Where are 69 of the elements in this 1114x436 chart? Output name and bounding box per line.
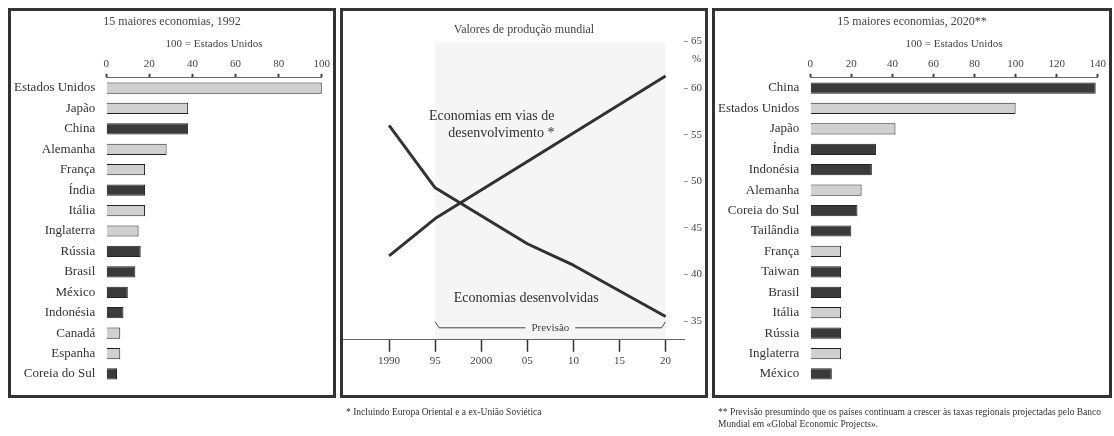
y-tick-label: Brasil bbox=[768, 283, 800, 299]
y-tick-label: Alemanha bbox=[41, 140, 96, 156]
y-tick-label: 60 bbox=[691, 80, 703, 93]
y-tick-label: Rússia bbox=[764, 324, 800, 340]
y-tick-label: Itália bbox=[68, 202, 96, 217]
y-tick-label: Brasil bbox=[64, 263, 96, 279]
y-tick-label: Tailândia bbox=[751, 222, 800, 238]
y-tick-label: México bbox=[759, 365, 800, 381]
x-tick-label: 80 bbox=[969, 57, 981, 70]
x-axis-title: 100 = Estados Unidos bbox=[905, 36, 1003, 49]
y-tick-label: China bbox=[64, 120, 96, 136]
y-tick-label: 35 bbox=[691, 314, 703, 327]
series-label: Economias em vias de desenvolvimento * bbox=[428, 107, 555, 140]
x-tick-label: 80 bbox=[273, 57, 285, 70]
y-tick-label: México bbox=[55, 283, 96, 299]
y-tick-label: 55 bbox=[691, 127, 703, 140]
x-tick-label: 10 bbox=[567, 354, 580, 367]
chart-title: Valores de produção mundial bbox=[453, 22, 595, 37]
chart-title: 15 maiores economias, 2020** bbox=[837, 14, 987, 29]
y-tick-label: China bbox=[768, 79, 800, 95]
y-tick-label: Alemanha bbox=[745, 181, 800, 197]
x-tick-label: 100 bbox=[313, 57, 331, 70]
x-tick-label: 20 bbox=[143, 57, 156, 70]
y-tick-label: Rússia bbox=[60, 242, 96, 258]
x-tick-label: 0 bbox=[103, 57, 110, 70]
y-tick-label: Coreia do Sul bbox=[23, 365, 96, 381]
y-tick-label: Índia bbox=[68, 181, 96, 197]
y-tick-label: França bbox=[763, 242, 800, 258]
y-tick-label: 50 bbox=[691, 174, 703, 187]
text: * Incluindo Europa Oriental e a ex-União Soviética bbox=[345, 406, 543, 418]
x-tick-label: 40 bbox=[186, 57, 199, 70]
y-tick-label: Canadá bbox=[56, 324, 96, 340]
band-label: Previsão bbox=[531, 320, 570, 333]
chart-title: 15 maiores economias, 1992 bbox=[103, 14, 241, 29]
x-tick-label: 15 bbox=[613, 354, 626, 367]
x-tick-label: 0 bbox=[807, 57, 814, 70]
x-tick-label: 1990 bbox=[378, 354, 401, 367]
y-tick-label: Inglaterra bbox=[748, 344, 800, 360]
y-tick-label: Taiwan bbox=[761, 263, 800, 279]
y-tick-label: Estados Unidos bbox=[718, 99, 800, 115]
x-tick-label: 100 bbox=[1007, 57, 1025, 70]
y-tick-label: Itália bbox=[772, 304, 800, 320]
x-tick-label: 60 bbox=[230, 57, 242, 70]
x-axis-title: 100 = Estados Unidos bbox=[165, 36, 263, 49]
y-tick-label: Indonésia bbox=[44, 304, 96, 320]
y-tick-label: Japão bbox=[65, 99, 96, 115]
x-tick-label: 140 bbox=[1089, 57, 1107, 70]
y-tick-label: Índia bbox=[772, 140, 800, 156]
x-tick-label: 120 bbox=[1048, 57, 1066, 70]
y-tick-label: Inglaterra bbox=[44, 222, 96, 238]
y-tick-label: Espanha bbox=[51, 344, 96, 360]
x-tick-label: 60 bbox=[927, 57, 940, 70]
y-tick-label: Japão bbox=[769, 120, 800, 136]
y-tick-label: França bbox=[59, 161, 96, 177]
y-tick-label: Estados Unidos bbox=[14, 79, 96, 95]
x-tick-label: 95 bbox=[429, 354, 442, 367]
y-tick-label: 40 bbox=[691, 267, 703, 280]
y-tick-label: Indonésia bbox=[748, 161, 800, 177]
x-tick-label: 20 bbox=[845, 57, 858, 70]
x-tick-label: 40 bbox=[886, 57, 899, 70]
y-axis-title: % bbox=[692, 52, 702, 65]
y-tick-label: Coreia do Sul bbox=[727, 202, 800, 217]
y-tick-label: 45 bbox=[691, 220, 703, 233]
x-tick-label: 05 bbox=[521, 354, 534, 367]
text: ** Previsão presumindo que os países continuam a crescer às taxas regionais projectadas pelo Banco Mundial em «Global Economic Projects». bbox=[717, 406, 1103, 430]
x-tick-label: 20 bbox=[660, 354, 672, 367]
x-tick-label: 2000 bbox=[470, 354, 493, 367]
y-tick-label: 65 bbox=[691, 34, 703, 47]
series-label: Economias desenvolvidas bbox=[453, 290, 599, 306]
